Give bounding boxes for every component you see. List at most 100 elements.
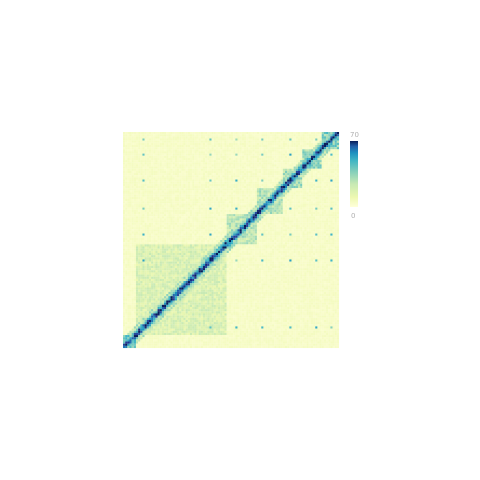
- heatmap-cell: [170, 224, 173, 228]
- heatmap-cell: [177, 147, 180, 150]
- heatmap-cell: [189, 177, 193, 180]
- heatmap-cell: [205, 227, 208, 230]
- heatmap-cell: [334, 192, 337, 195]
- heatmap-cell: [166, 235, 169, 238]
- heatmap-cell: [200, 140, 203, 143]
- heatmap-cell: [321, 205, 324, 208]
- heatmap-cell: [187, 138, 191, 141]
- heatmap-cell: [211, 194, 214, 197]
- heatmap-cell: [127, 162, 130, 165]
- heatmap-cell: [196, 164, 199, 167]
- heatmap-cell: [222, 164, 225, 167]
- heatmap-cell: [207, 138, 210, 141]
- heatmap-cell: [306, 218, 309, 221]
- heatmap-cell: [300, 162, 303, 165]
- heatmap-cell: [148, 186, 152, 189]
- heatmap-cell: [168, 153, 171, 156]
- heatmap-cell: [248, 153, 251, 156]
- heatmap-cell: [248, 188, 251, 191]
- heatmap-cell: [265, 216, 268, 219]
- heatmap-cell: [250, 136, 253, 139]
- heatmap-cell: [155, 218, 158, 221]
- heatmap-cell: [127, 198, 130, 202]
- heatmap-cell: [254, 149, 257, 152]
- heatmap-cell: [155, 183, 158, 187]
- heatmap-cell: [267, 132, 270, 135]
- heatmap-cell: [261, 183, 264, 187]
- heatmap-cell: [297, 196, 301, 200]
- heatmap-cell: [129, 196, 132, 200]
- heatmap-cell: [207, 162, 210, 165]
- heatmap-cell: [310, 173, 314, 176]
- heatmap-cell: [285, 170, 288, 174]
- heatmap-cell: [226, 147, 229, 150]
- heatmap-cell: [131, 173, 134, 176]
- heatmap-cell: [138, 186, 141, 189]
- heatmap-cell: [200, 155, 203, 158]
- heatmap-cell: [332, 140, 335, 143]
- heatmap-cell: [142, 209, 145, 212]
- heatmap-cell: [326, 205, 329, 208]
- heatmap-cell: [198, 173, 201, 176]
- heatmap-cell: [209, 209, 212, 212]
- heatmap-cell: [138, 190, 141, 193]
- heatmap-cell: [252, 138, 255, 141]
- heatmap-cell: [323, 216, 327, 219]
- heatmap-cell: [330, 183, 333, 187]
- heatmap-cell: [241, 181, 245, 184]
- heatmap-cell: [218, 224, 221, 228]
- heatmap-cell: [213, 138, 216, 141]
- heatmap-cell: [202, 132, 206, 135]
- heatmap-cell: [194, 142, 197, 146]
- heatmap-cell: [319, 166, 322, 169]
- heatmap-cell: [174, 196, 178, 200]
- heatmap-cell: [235, 162, 238, 165]
- heatmap-cell: [151, 179, 154, 182]
- heatmap-cell: [313, 216, 316, 219]
- heatmap-cell: [280, 179, 283, 182]
- heatmap-cell: [123, 194, 126, 197]
- heatmap-cell: [263, 220, 266, 223]
- heatmap-cell: [334, 138, 337, 141]
- heatmap-cell: [254, 231, 257, 234]
- heatmap-cell: [218, 155, 221, 158]
- heatmap-cell: [269, 233, 273, 236]
- heatmap-cell: [287, 149, 290, 152]
- heatmap-cell: [297, 201, 301, 204]
- heatmap-cell: [177, 218, 180, 221]
- heatmap-cell: [267, 205, 270, 208]
- heatmap-cell: [239, 211, 242, 215]
- heatmap-cell: [278, 237, 281, 241]
- heatmap-cell: [317, 153, 320, 156]
- heatmap-cell: [254, 142, 257, 146]
- heatmap-cell: [306, 201, 309, 204]
- heatmap-cell: [127, 214, 130, 217]
- heatmap-cell: [179, 149, 182, 152]
- heatmap-cell: [138, 144, 141, 148]
- heatmap-cell: [133, 166, 137, 169]
- heatmap-cell: [334, 203, 337, 206]
- heatmap-cell: [142, 164, 145, 167]
- heatmap-cell: [123, 157, 126, 161]
- heatmap-cell: [228, 209, 232, 212]
- heatmap-cell: [159, 166, 162, 169]
- heatmap-cell: [330, 216, 333, 219]
- heatmap-cell: [334, 224, 337, 228]
- heatmap-cell: [189, 155, 193, 158]
- heatmap-cell: [161, 138, 165, 141]
- heatmap-cell: [334, 160, 337, 163]
- heatmap-cell: [259, 142, 262, 146]
- heatmap-cell: [131, 229, 134, 232]
- heatmap-cell: [332, 164, 335, 167]
- heatmap-cell: [205, 192, 208, 195]
- heatmap-cell: [332, 153, 335, 156]
- heatmap-cell: [157, 151, 160, 154]
- heatmap-cell: [172, 224, 175, 228]
- heatmap-cell: [302, 205, 305, 208]
- heatmap-cell: [205, 216, 208, 219]
- heatmap-cell: [265, 177, 268, 180]
- heatmap-cell: [200, 186, 203, 189]
- heatmap-cell: [215, 134, 219, 137]
- heatmap-cell: [243, 149, 247, 152]
- heatmap-cell: [205, 175, 208, 178]
